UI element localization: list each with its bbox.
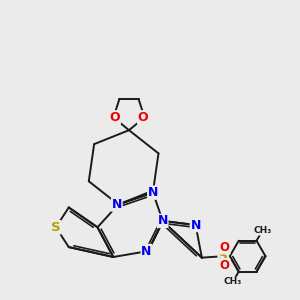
Text: O: O (220, 259, 230, 272)
Text: CH₃: CH₃ (254, 226, 272, 235)
Text: O: O (110, 111, 120, 124)
Text: N: N (141, 244, 152, 258)
Text: O: O (220, 241, 230, 254)
Text: N: N (148, 186, 158, 199)
Text: N: N (158, 214, 168, 227)
Text: N: N (112, 198, 122, 211)
Text: CH₃: CH₃ (224, 278, 242, 286)
Text: N: N (190, 218, 201, 232)
Text: S: S (218, 249, 228, 263)
Text: S: S (51, 221, 61, 234)
Text: O: O (138, 111, 148, 124)
